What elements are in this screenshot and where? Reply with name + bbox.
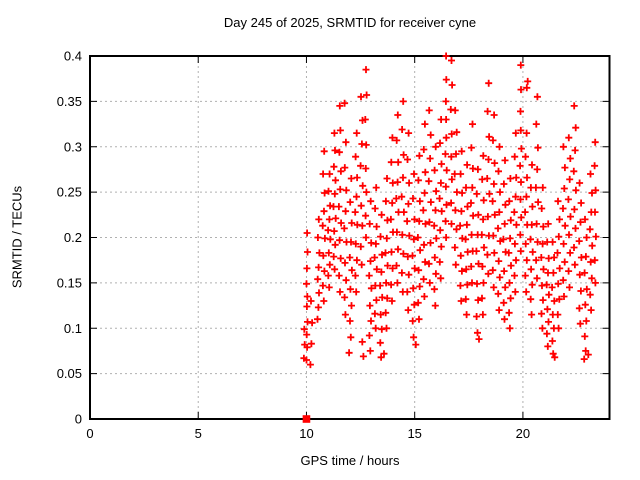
data-points-srmtid [300,52,600,369]
y-tick-label: 0.15 [57,275,82,290]
y-tick-label: 0.3 [64,139,82,154]
x-tick-label: 10 [299,426,313,441]
y-tick-label: 0.35 [57,94,82,109]
y-tick-label: 0.05 [57,366,82,381]
x-axis-label: GPS time / hours [300,453,400,468]
y-tick-label: 0.1 [64,321,82,336]
x-tick-label: 5 [195,426,202,441]
tick-labels: 0 5 10 15 20 0 0.05 0.1 0.15 0.2 0.25 0.3 0.35 0.4 [57,49,530,442]
y-tick-label: 0.4 [64,49,82,64]
x-tick-label: 15 [407,426,421,441]
y-axis-label: SRMTID / TECUs [9,185,25,289]
chart-title: Day 245 of 2025, SRMTID for receiver cyn… [223,15,477,30]
x-tick-label: 20 [516,426,530,441]
gridlines [90,56,610,419]
y-tick-label: 0 [75,412,82,427]
y-tick-label: 0.2 [64,230,82,245]
data-point-zero-epoch [302,415,311,423]
plot-border [89,55,611,420]
x-tick-label: 0 [86,426,93,441]
y-tick-label: 0.25 [57,185,82,200]
